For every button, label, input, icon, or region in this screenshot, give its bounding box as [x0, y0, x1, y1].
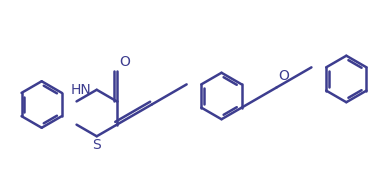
Text: S: S [92, 138, 101, 152]
Text: O: O [279, 70, 289, 84]
Text: HN: HN [71, 83, 92, 97]
Text: O: O [119, 55, 130, 69]
